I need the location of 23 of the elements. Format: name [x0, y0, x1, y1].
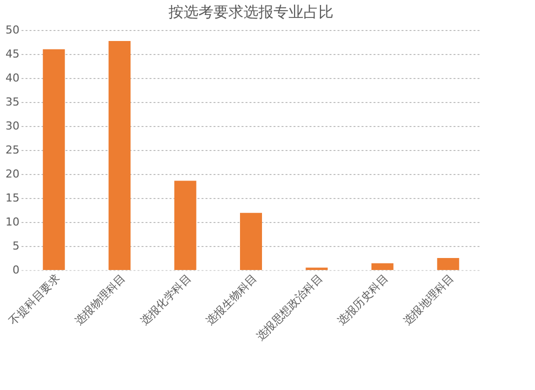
- y-tick-label: 35: [6, 96, 20, 108]
- bar: [42, 49, 65, 270]
- x-tick-label: 选报物理科目: [72, 272, 128, 328]
- bar: [240, 212, 262, 270]
- x-tick-label: 选报地理科目: [400, 272, 457, 328]
- bar: [437, 258, 460, 270]
- y-tick-label: 40: [6, 72, 20, 84]
- y-tick-label: 50: [6, 24, 20, 36]
- y-tick-label: 45: [6, 48, 20, 60]
- y-tick-label: 5: [12, 240, 20, 252]
- bar: [371, 263, 394, 270]
- y-tick-label: 10: [6, 216, 20, 228]
- x-tick-label: 选报生物科目: [204, 272, 260, 328]
- bar: [108, 41, 131, 270]
- y-tick-label: 30: [6, 120, 20, 132]
- chart-title: 按选考要求选报专业占比: [168, 3, 334, 21]
- y-tick-label: 25: [6, 144, 20, 156]
- y-tick-label: 0: [12, 264, 20, 276]
- x-tick-label: 选报历史科目: [335, 272, 391, 328]
- bar: [174, 180, 196, 270]
- y-tick-label: 15: [6, 192, 20, 204]
- y-tick-label: 20: [6, 168, 20, 180]
- x-tick-label: 选报化学科目: [138, 272, 194, 328]
